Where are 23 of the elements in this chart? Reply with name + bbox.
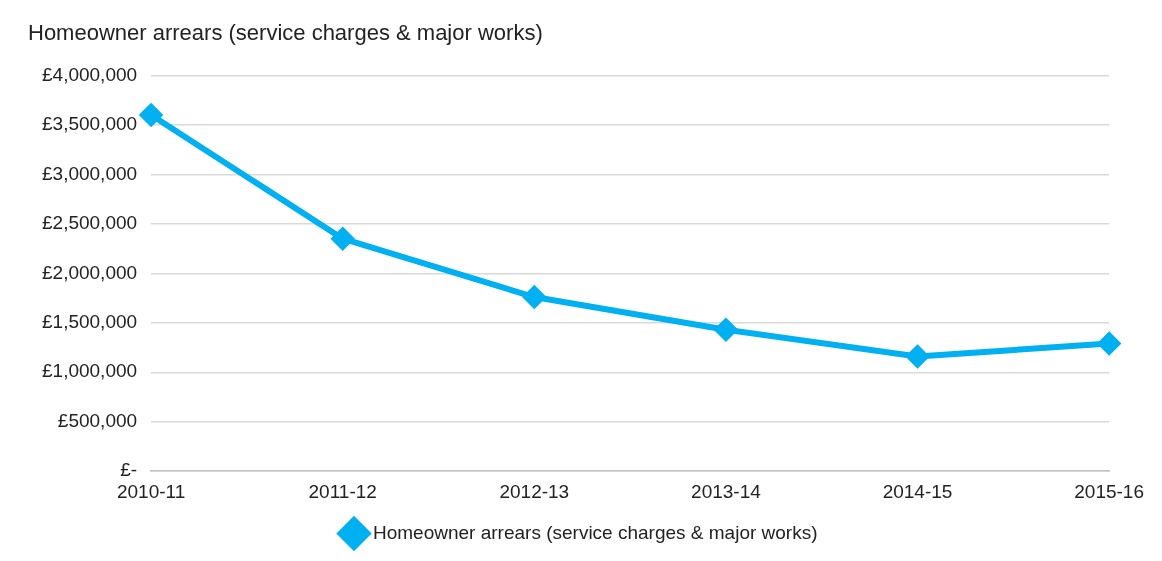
x-tick-label: 2015-16	[1074, 480, 1144, 502]
point	[1098, 332, 1121, 355]
y-tick-label: £2,000,000	[42, 261, 138, 283]
x-tick-label: 2013-14	[691, 480, 762, 502]
y-tick-label: £2,500,000	[42, 212, 138, 234]
x-tick-label: 2011-12	[308, 480, 377, 502]
x-tick-label: 2010-11	[116, 480, 186, 502]
y-tick-label: £3,500,000	[42, 113, 138, 135]
x-tick-label: 2012-13	[499, 480, 570, 502]
y-tick-label: £1,500,000	[42, 311, 138, 333]
chart-title: Homeowner arrears (service charges & major works)	[28, 20, 543, 46]
point	[331, 227, 354, 250]
point	[140, 103, 163, 126]
point	[523, 286, 546, 309]
point	[906, 345, 929, 368]
y-tick-label: £500,000	[57, 409, 138, 431]
legend-label: Homeowner arrears (service charges & major works)	[372, 521, 818, 543]
point	[714, 318, 737, 341]
y-tick-label: £3,000,000	[42, 162, 138, 184]
y-tick-label: £1,000,000	[42, 360, 138, 382]
y-tick-label: £-	[120, 459, 138, 481]
x-tick-label: 2014-15	[882, 480, 953, 502]
y-tick-label: £4,000,000	[42, 63, 138, 85]
